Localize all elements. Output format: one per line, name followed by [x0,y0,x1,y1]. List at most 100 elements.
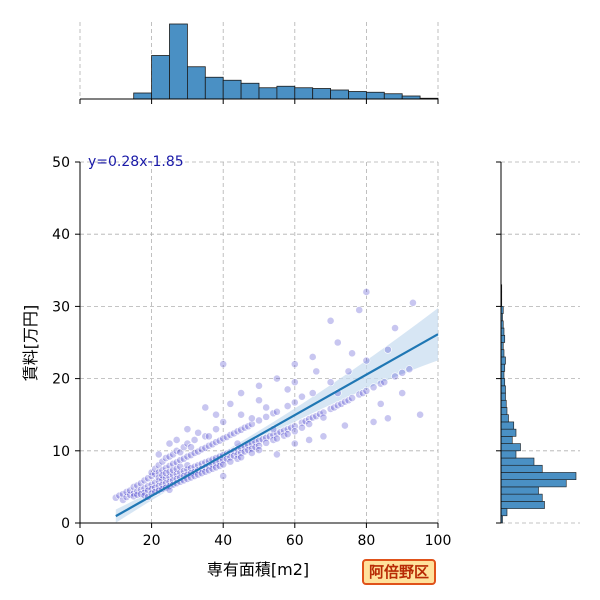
hist-x-bar [330,89,349,100]
hist-y-bar [500,443,521,452]
regression-line [115,333,439,518]
x-tick-label: 60 [286,533,304,549]
scatter-point [290,427,299,436]
scatter-point [362,288,371,296]
scatter-point [283,430,292,439]
scatter-point [326,316,335,325]
hist-x-bar [151,55,170,100]
hist-y-bar [500,421,515,430]
tick-labels: 0 20 40 60 80 100 0 10 20 30 40 50 [52,155,451,549]
y-tick-label: 50 [52,155,70,171]
scatter-point [369,418,378,426]
hist-y-bar [500,493,543,502]
scatter-point [172,436,181,444]
marginal-y-histogram [500,284,577,524]
scatter-point [219,472,228,480]
scatter-point [348,349,356,358]
x-tick-label: 40 [214,533,232,549]
scatter-point [212,425,220,434]
hist-y-bar [500,428,517,437]
scatter-point [187,443,195,452]
x-tick-label: 20 [143,533,161,549]
regression-equation: y=0.28x-1.85 [88,154,184,170]
scatter-point [201,403,210,412]
hist-y-bar [500,392,506,401]
scatter-point [165,439,174,448]
hist-y-bar [500,486,539,495]
scatter-point [326,378,335,387]
hist-x-bar [222,79,242,100]
scatter-point [194,428,203,437]
hist-y-bar [500,501,545,509]
scatter-point [348,394,356,402]
scatter-point [272,450,281,459]
scatter-point [362,356,371,365]
confidence-band-area [115,308,439,523]
scatter-point [369,383,378,392]
hist-y-bar [500,356,506,365]
scatter-point [219,460,228,469]
scatter-point [226,457,235,466]
scatter-point [290,398,299,407]
hist-y-bar [500,464,543,473]
hist-y-bar [500,363,506,372]
x-tick-label: 100 [425,533,452,549]
hist-y-bar [500,450,517,459]
hist-x-bar [348,91,367,100]
scatter-point [219,360,228,369]
hist-y-bar [500,479,567,488]
scatter-point [308,353,317,361]
scatter-point [262,403,271,412]
hist-x-bar [169,23,188,100]
scatter-point [319,432,328,441]
scatter-point [255,446,263,454]
scatter-point [283,402,292,410]
hist-x-bar [240,82,260,100]
hist-y-bar [500,414,509,423]
scatter-point [398,389,407,397]
hist-x-bar [312,88,332,100]
scatter-point [308,389,317,397]
grid-layer [79,22,580,524]
scatter-point [398,368,407,377]
scatter-point [237,453,245,462]
scatter-point [416,410,424,419]
hist-x-bar [365,91,385,100]
scatter-point [272,374,281,383]
scatter-point [290,378,299,387]
scatter-points [111,288,424,504]
scatter-point [344,367,353,376]
scatter-point [212,410,220,419]
scatter-point [383,414,392,423]
regression-line-group [115,333,439,518]
scatter-point [319,413,328,422]
y-tick-label: 30 [52,299,70,315]
scatter-point [312,367,321,376]
scatter-point [219,418,228,426]
hist-y-bar [500,334,506,343]
district-badge: 阿倍野区 [362,559,437,585]
x-tick-label: 0 [76,533,85,549]
scatter-point [305,420,314,428]
scatter-point [405,365,414,374]
x-axis-title: 専有面積[m2] [207,560,309,579]
hist-y-bar [500,399,507,408]
scatter-point [333,338,342,347]
hist-y-bar [500,472,577,480]
scatter-point [355,306,364,314]
scatter-point [272,434,281,443]
marginal-x-histogram [133,23,439,100]
hist-x-bar [204,76,224,100]
scatter-point [247,420,256,428]
scatter-point [376,399,385,408]
hist-x-bar [133,92,152,100]
scatter-point [255,396,263,405]
scatter-point [272,407,281,416]
scatter-point [247,414,256,423]
scatter-point [154,450,163,459]
hist-y-bar [500,407,508,416]
scatter-point [290,360,299,369]
y-tick-label: 10 [52,444,70,460]
hist-y-bar [500,385,506,394]
